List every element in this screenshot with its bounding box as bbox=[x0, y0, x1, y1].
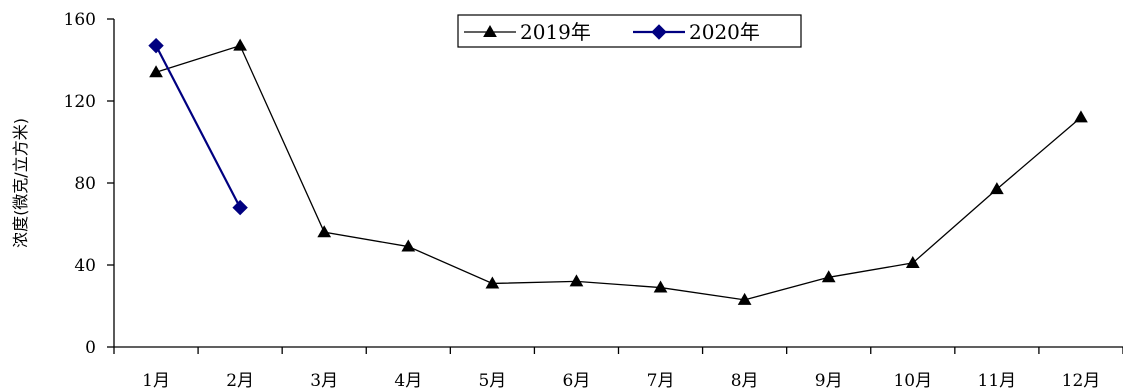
x-tick-label: 2月 bbox=[226, 371, 254, 391]
legend-label: 2020年 bbox=[689, 20, 760, 44]
legend-item: 2020年 bbox=[633, 20, 760, 44]
data-point bbox=[232, 199, 248, 216]
data-point bbox=[905, 255, 920, 268]
x-tick-label: 3月 bbox=[310, 371, 338, 391]
data-point bbox=[737, 292, 752, 305]
y-tick-label: 80 bbox=[74, 174, 96, 194]
x-tick-label: 11月 bbox=[978, 371, 1017, 391]
series-line bbox=[155, 44, 1082, 301]
y-tick-label: 40 bbox=[74, 256, 96, 276]
data-point bbox=[1074, 110, 1088, 123]
y-tick-label: 160 bbox=[64, 10, 96, 30]
y-axis-label: 浓度(微克/立方米) bbox=[11, 118, 30, 248]
data-point bbox=[148, 37, 164, 54]
x-tick-label: 7月 bbox=[647, 371, 675, 391]
y-ticks: 0 40 80 120 160 bbox=[64, 10, 114, 358]
x-tick-label: 9月 bbox=[815, 371, 843, 391]
series-line bbox=[155, 45, 242, 209]
legend-marker bbox=[483, 24, 497, 37]
x-tick-label: 4月 bbox=[394, 371, 422, 391]
legend-label: 2019年 bbox=[520, 20, 591, 44]
x-ticks: 1月 2月 3月 4月 5月 6月 7月 8月 9月 10月 11月 12月 bbox=[113, 347, 1123, 391]
data-point bbox=[149, 65, 163, 78]
legend-marker bbox=[651, 24, 667, 40]
y-tick-label: 0 bbox=[85, 338, 96, 358]
data-point bbox=[317, 225, 332, 238]
series-layer bbox=[148, 37, 1088, 305]
data-point bbox=[233, 38, 247, 51]
y-tick-label: 120 bbox=[64, 92, 96, 112]
legend: 2019年 2020年 bbox=[457, 14, 802, 48]
data-point bbox=[569, 274, 584, 287]
x-tick-label: 10月 bbox=[893, 371, 932, 391]
x-tick-label: 1月 bbox=[142, 371, 170, 391]
legend-box bbox=[457, 14, 802, 48]
series-2019年 bbox=[149, 38, 1088, 305]
series-2020年 bbox=[148, 37, 248, 216]
data-point bbox=[401, 239, 416, 252]
data-point bbox=[653, 280, 668, 293]
x-tick-label: 5月 bbox=[478, 371, 506, 391]
x-tick-label: 8月 bbox=[731, 371, 759, 391]
legend-item: 2019年 bbox=[464, 20, 591, 44]
data-point bbox=[821, 270, 836, 283]
x-tick-label: 12月 bbox=[1062, 371, 1101, 391]
data-point bbox=[485, 276, 500, 289]
x-tick-label: 6月 bbox=[563, 371, 591, 391]
axes bbox=[113, 19, 1123, 348]
data-point bbox=[990, 182, 1004, 195]
